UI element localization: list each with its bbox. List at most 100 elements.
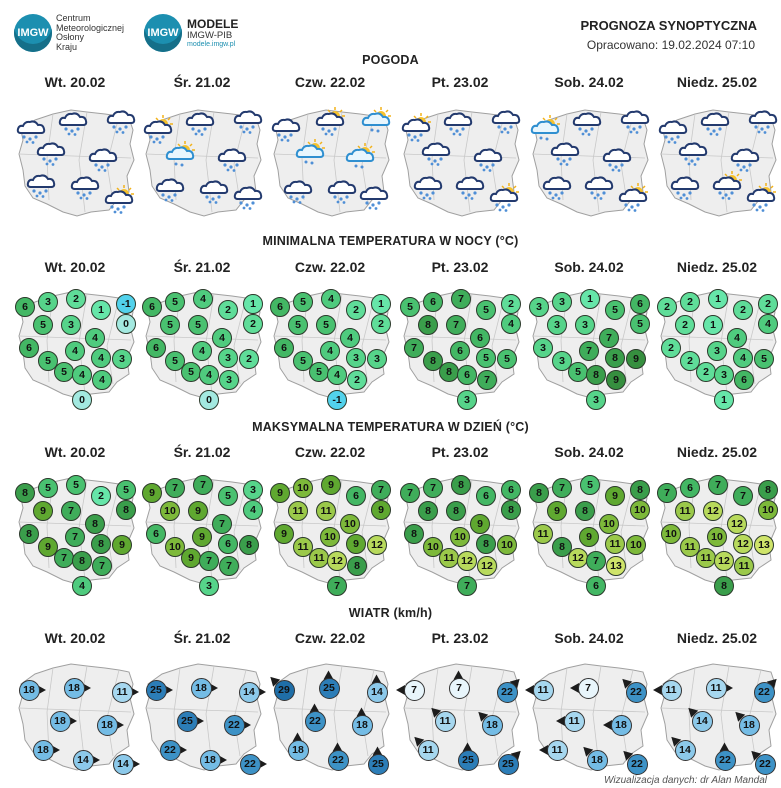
weather-map [655,100,780,220]
tmax-value: 7 [327,576,347,596]
tmin-value: 2 [243,314,263,334]
tmin-value: 5 [497,349,517,369]
tmin-value: 5 [38,351,58,371]
tmin-value: 8 [423,351,443,371]
tmax-value: 9 [188,501,208,521]
wind-speed-value: 18 [287,739,309,761]
imgw-logo-badge-2: IMGW [144,14,182,52]
tmin-value: 2 [680,351,700,371]
wind-speed-value: 25 [176,710,198,732]
tmin-value: 4 [758,314,778,334]
day-label: Czw. 22.02 [294,630,366,646]
tmin-value: 3 [219,370,239,390]
wind-direction-arrow [91,755,100,765]
tmin-value: 2 [371,314,391,334]
tmin-value: 4 [65,341,85,361]
tmax-value: 12 [367,535,387,555]
tmax-value: 7 [212,514,232,534]
tmin-value: 1 [243,294,263,314]
tmin-value: 4 [199,365,219,385]
wind-speed-value: 18 [199,749,221,771]
tmin-value: 8 [418,315,438,335]
tmax-value: 9 [274,524,294,544]
tmin-value: 7 [451,289,471,309]
tmax-value: 6 [346,486,366,506]
weather-map [527,100,652,220]
tmax-value: 9 [547,501,567,521]
tmax-value: 10 [758,500,778,520]
wind-speed-value: 11 [563,710,585,732]
tmax-value: 8 [501,500,521,520]
wind-speed-value: 29 [273,679,295,701]
wind-speed-value: 22 [625,681,647,703]
tmin-value: 4 [727,328,747,348]
cmok-logo-text: Centrum Meteorologicznej Osłony Kraju [56,13,125,52]
tmin-value: 5 [400,297,420,317]
tmax-value: 7 [54,548,74,568]
tmin-value: 4 [91,348,111,368]
wind-speed-value: 22 [159,739,181,761]
tmin-value: 1 [708,289,728,309]
section-title-tmin: MINIMALNA TEMPERATURA W NOCY (°C) [262,234,519,248]
tmin-value: 7 [404,338,424,358]
wind-speed-value: 18 [49,710,71,732]
tmin-value: 2 [657,297,677,317]
day-label: Niedz. 25.02 [676,259,758,275]
tmin-value: 5 [165,292,185,312]
tmax-value: 12 [327,551,347,571]
wind-speed-value: 25 [457,749,479,771]
tmax-value: 7 [708,475,728,495]
day-label: Śr. 21.02 [173,259,231,275]
tmin-value: 4 [321,289,341,309]
tmin-value: 2 [347,370,367,390]
day-label: Śr. 21.02 [173,74,231,90]
wind-speed-value: 22 [753,681,775,703]
tmax-value: 10 [599,514,619,534]
tmax-value: 12 [457,551,477,571]
wind-speed-value: 25 [145,679,167,701]
tmin-value: 5 [160,315,180,335]
tmin-value: 4 [92,370,112,390]
tmin-value: 6 [15,297,35,317]
tmin-value: 3 [457,390,477,410]
wind-direction-arrow [115,720,124,730]
tmax-value: 11 [696,548,716,568]
wind-speed-value: 25 [318,677,340,699]
tmax-value: 7 [371,480,391,500]
tmin-value: 4 [72,365,92,385]
tmin-value: 8 [586,365,606,385]
tmax-value: 8 [347,556,367,576]
tmax-value: 7 [165,478,185,498]
wind-speed-value: 11 [660,679,682,701]
modele-logo-title: MODELE [187,16,239,31]
tmin-value: 4 [320,341,340,361]
tmin-value: 5 [754,349,774,369]
tmax-value: 8 [529,483,549,503]
wind-speed-value: 11 [705,677,727,699]
tmin-value: 5 [630,314,650,334]
tmin-value: 0 [199,390,219,410]
tmax-value: 8 [630,480,650,500]
tmin-value: 2 [346,300,366,320]
tmin-value: 3 [218,348,238,368]
tmin-value: 3 [714,365,734,385]
tmax-value: 9 [346,534,366,554]
day-label: Śr. 21.02 [173,630,231,646]
tmax-value: 10 [707,527,727,547]
wind-direction-arrow [131,759,140,769]
wind-speed-value: 18 [63,677,85,699]
tmax-value: 9 [321,475,341,495]
tmin-value: 6 [450,341,470,361]
wind-speed-value: 18 [96,714,118,736]
tmin-value: 8 [439,362,459,382]
tmax-value: 9 [142,483,162,503]
tmax-value: 8 [446,501,466,521]
tmin-value: 6 [142,297,162,317]
tmin-value: 2 [218,300,238,320]
tmin-value: 3 [533,338,553,358]
day-label: Pt. 23.02 [431,444,489,460]
tmin-value: 9 [626,349,646,369]
tmax-value: 7 [193,475,213,495]
tmin-value: 2 [680,292,700,312]
